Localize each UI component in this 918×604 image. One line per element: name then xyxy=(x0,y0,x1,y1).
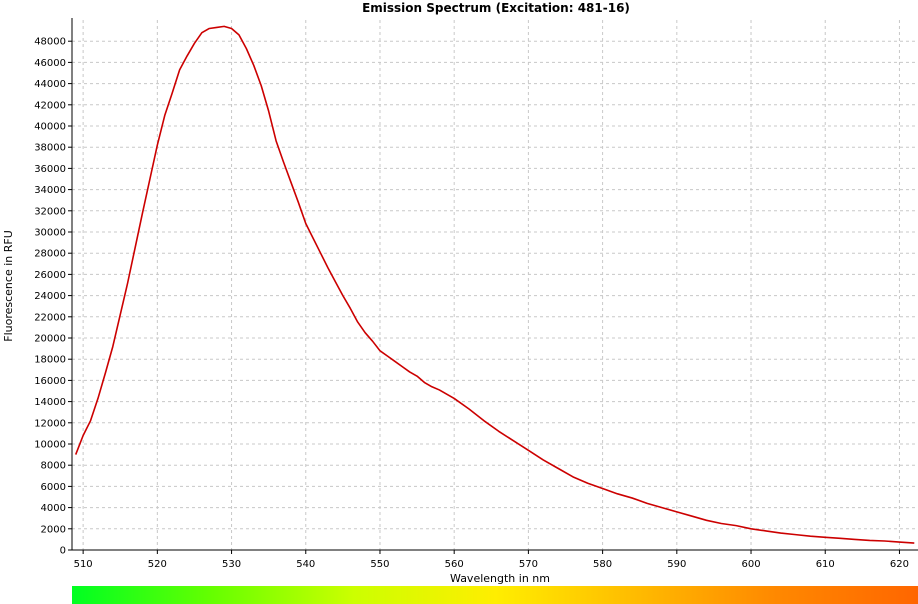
wavelength-color-bar xyxy=(72,586,918,604)
y-axis-title: Fluorescence in RFU xyxy=(2,230,15,342)
y-tick-label: 32000 xyxy=(34,206,66,217)
chart-title: Emission Spectrum (Excitation: 481-16) xyxy=(362,1,630,15)
y-tick-label: 48000 xyxy=(34,37,66,48)
x-tick-label: 520 xyxy=(148,559,167,570)
y-tick-label: 18000 xyxy=(34,355,66,366)
y-tick-label: 6000 xyxy=(41,482,66,493)
y-tick-label: 22000 xyxy=(34,312,66,323)
x-tick-label: 560 xyxy=(445,559,464,570)
y-tick-label: 8000 xyxy=(41,461,66,472)
y-tick-label: 42000 xyxy=(34,100,66,111)
y-tick-label: 4000 xyxy=(41,503,66,514)
y-tick-label: 16000 xyxy=(34,376,66,387)
x-tick-label: 550 xyxy=(370,559,389,570)
y-tick-label: 10000 xyxy=(34,440,66,451)
y-axis-ticks: 0 2000 4000 6000 8000 10000 12000 14000 16000 180… xyxy=(34,37,72,557)
x-axis-title: Wavelength in nm xyxy=(450,572,550,585)
y-tick-label: 46000 xyxy=(34,58,66,69)
x-axis-ticks: 510 520 530 540 550 560 570 580 590 600 610 620 xyxy=(74,550,909,570)
x-tick-label: 580 xyxy=(593,559,612,570)
axes xyxy=(71,18,918,551)
y-tick-label: 36000 xyxy=(34,164,66,175)
emission-series-line xyxy=(74,25,915,544)
y-tick-label: 24000 xyxy=(34,291,66,302)
y-tick-label: 0 xyxy=(60,546,66,557)
y-tick-label: 14000 xyxy=(34,397,66,408)
y-tick-label: 38000 xyxy=(34,143,66,154)
x-tick-label: 590 xyxy=(667,559,686,570)
y-tick-label: 44000 xyxy=(34,79,66,90)
x-tick-label: 570 xyxy=(519,559,538,570)
x-tick-label: 600 xyxy=(741,559,760,570)
y-tick-label: 26000 xyxy=(34,270,66,281)
x-tick-label: 610 xyxy=(816,559,835,570)
x-tick-label: 530 xyxy=(222,559,241,570)
y-tick-label: 12000 xyxy=(34,418,66,429)
x-tick-label: 620 xyxy=(890,559,909,570)
y-tick-label: 2000 xyxy=(41,524,66,535)
y-tick-label: 20000 xyxy=(34,334,66,345)
y-tick-label: 30000 xyxy=(34,228,66,239)
y-tick-label: 40000 xyxy=(34,122,66,133)
grid xyxy=(72,20,918,550)
y-tick-label: 34000 xyxy=(34,185,66,196)
y-tick-label: 28000 xyxy=(34,249,66,260)
x-tick-label: 540 xyxy=(296,559,315,570)
x-tick-label: 510 xyxy=(74,559,93,570)
